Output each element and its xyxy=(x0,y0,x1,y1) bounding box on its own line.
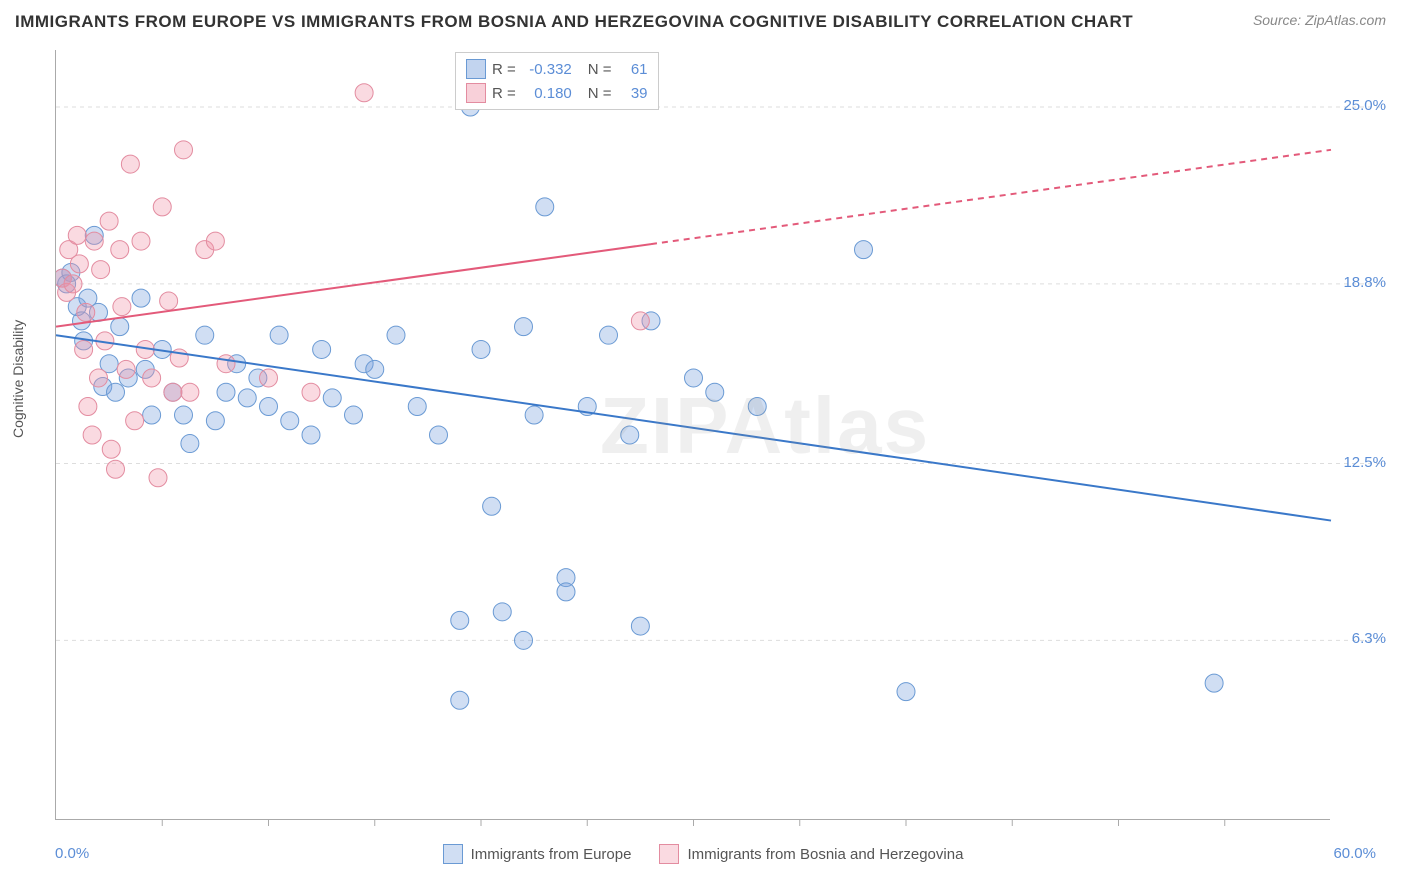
x-axis-min-label: 0.0% xyxy=(55,845,89,862)
n-value: 39 xyxy=(618,85,648,102)
legend-swatch xyxy=(659,844,679,864)
y-tick-label: 6.3% xyxy=(1352,630,1386,647)
correlation-stats-box: R = -0.332 N = 61 R = 0.180 N = 39 xyxy=(455,52,659,110)
x-axis-max-label: 60.0% xyxy=(1333,845,1376,862)
legend-label: Immigrants from Europe xyxy=(471,846,632,863)
stats-row: R = -0.332 N = 61 xyxy=(466,57,648,81)
legend-item: Immigrants from Europe xyxy=(443,844,632,864)
source-attribution: Source: ZipAtlas.com xyxy=(1253,12,1386,28)
legend-item: Immigrants from Bosnia and Herzegovina xyxy=(659,844,963,864)
r-label: R = xyxy=(492,85,516,102)
series-legend: Immigrants from Europe Immigrants from Bo… xyxy=(0,844,1406,864)
r-value: 0.180 xyxy=(522,85,572,102)
y-tick-label: 25.0% xyxy=(1343,97,1386,114)
series-swatch xyxy=(466,59,486,79)
n-value: 61 xyxy=(618,61,648,78)
legend-label: Immigrants from Bosnia and Herzegovina xyxy=(687,846,963,863)
y-tick-label: 18.8% xyxy=(1343,274,1386,291)
r-value: -0.332 xyxy=(522,61,572,78)
scatter-chart-svg xyxy=(56,50,1391,830)
n-label: N = xyxy=(588,85,612,102)
legend-swatch xyxy=(443,844,463,864)
chart-title: IMMIGRANTS FROM EUROPE VS IMMIGRANTS FRO… xyxy=(15,12,1133,32)
y-tick-label: 12.5% xyxy=(1343,454,1386,471)
stats-row: R = 0.180 N = 39 xyxy=(466,81,648,105)
plot-area xyxy=(55,50,1330,820)
chart-container: IMMIGRANTS FROM EUROPE VS IMMIGRANTS FRO… xyxy=(0,0,1406,892)
y-axis-label: Cognitive Disability xyxy=(10,320,26,438)
r-label: R = xyxy=(492,61,516,78)
n-label: N = xyxy=(588,61,612,78)
series-swatch xyxy=(466,83,486,103)
